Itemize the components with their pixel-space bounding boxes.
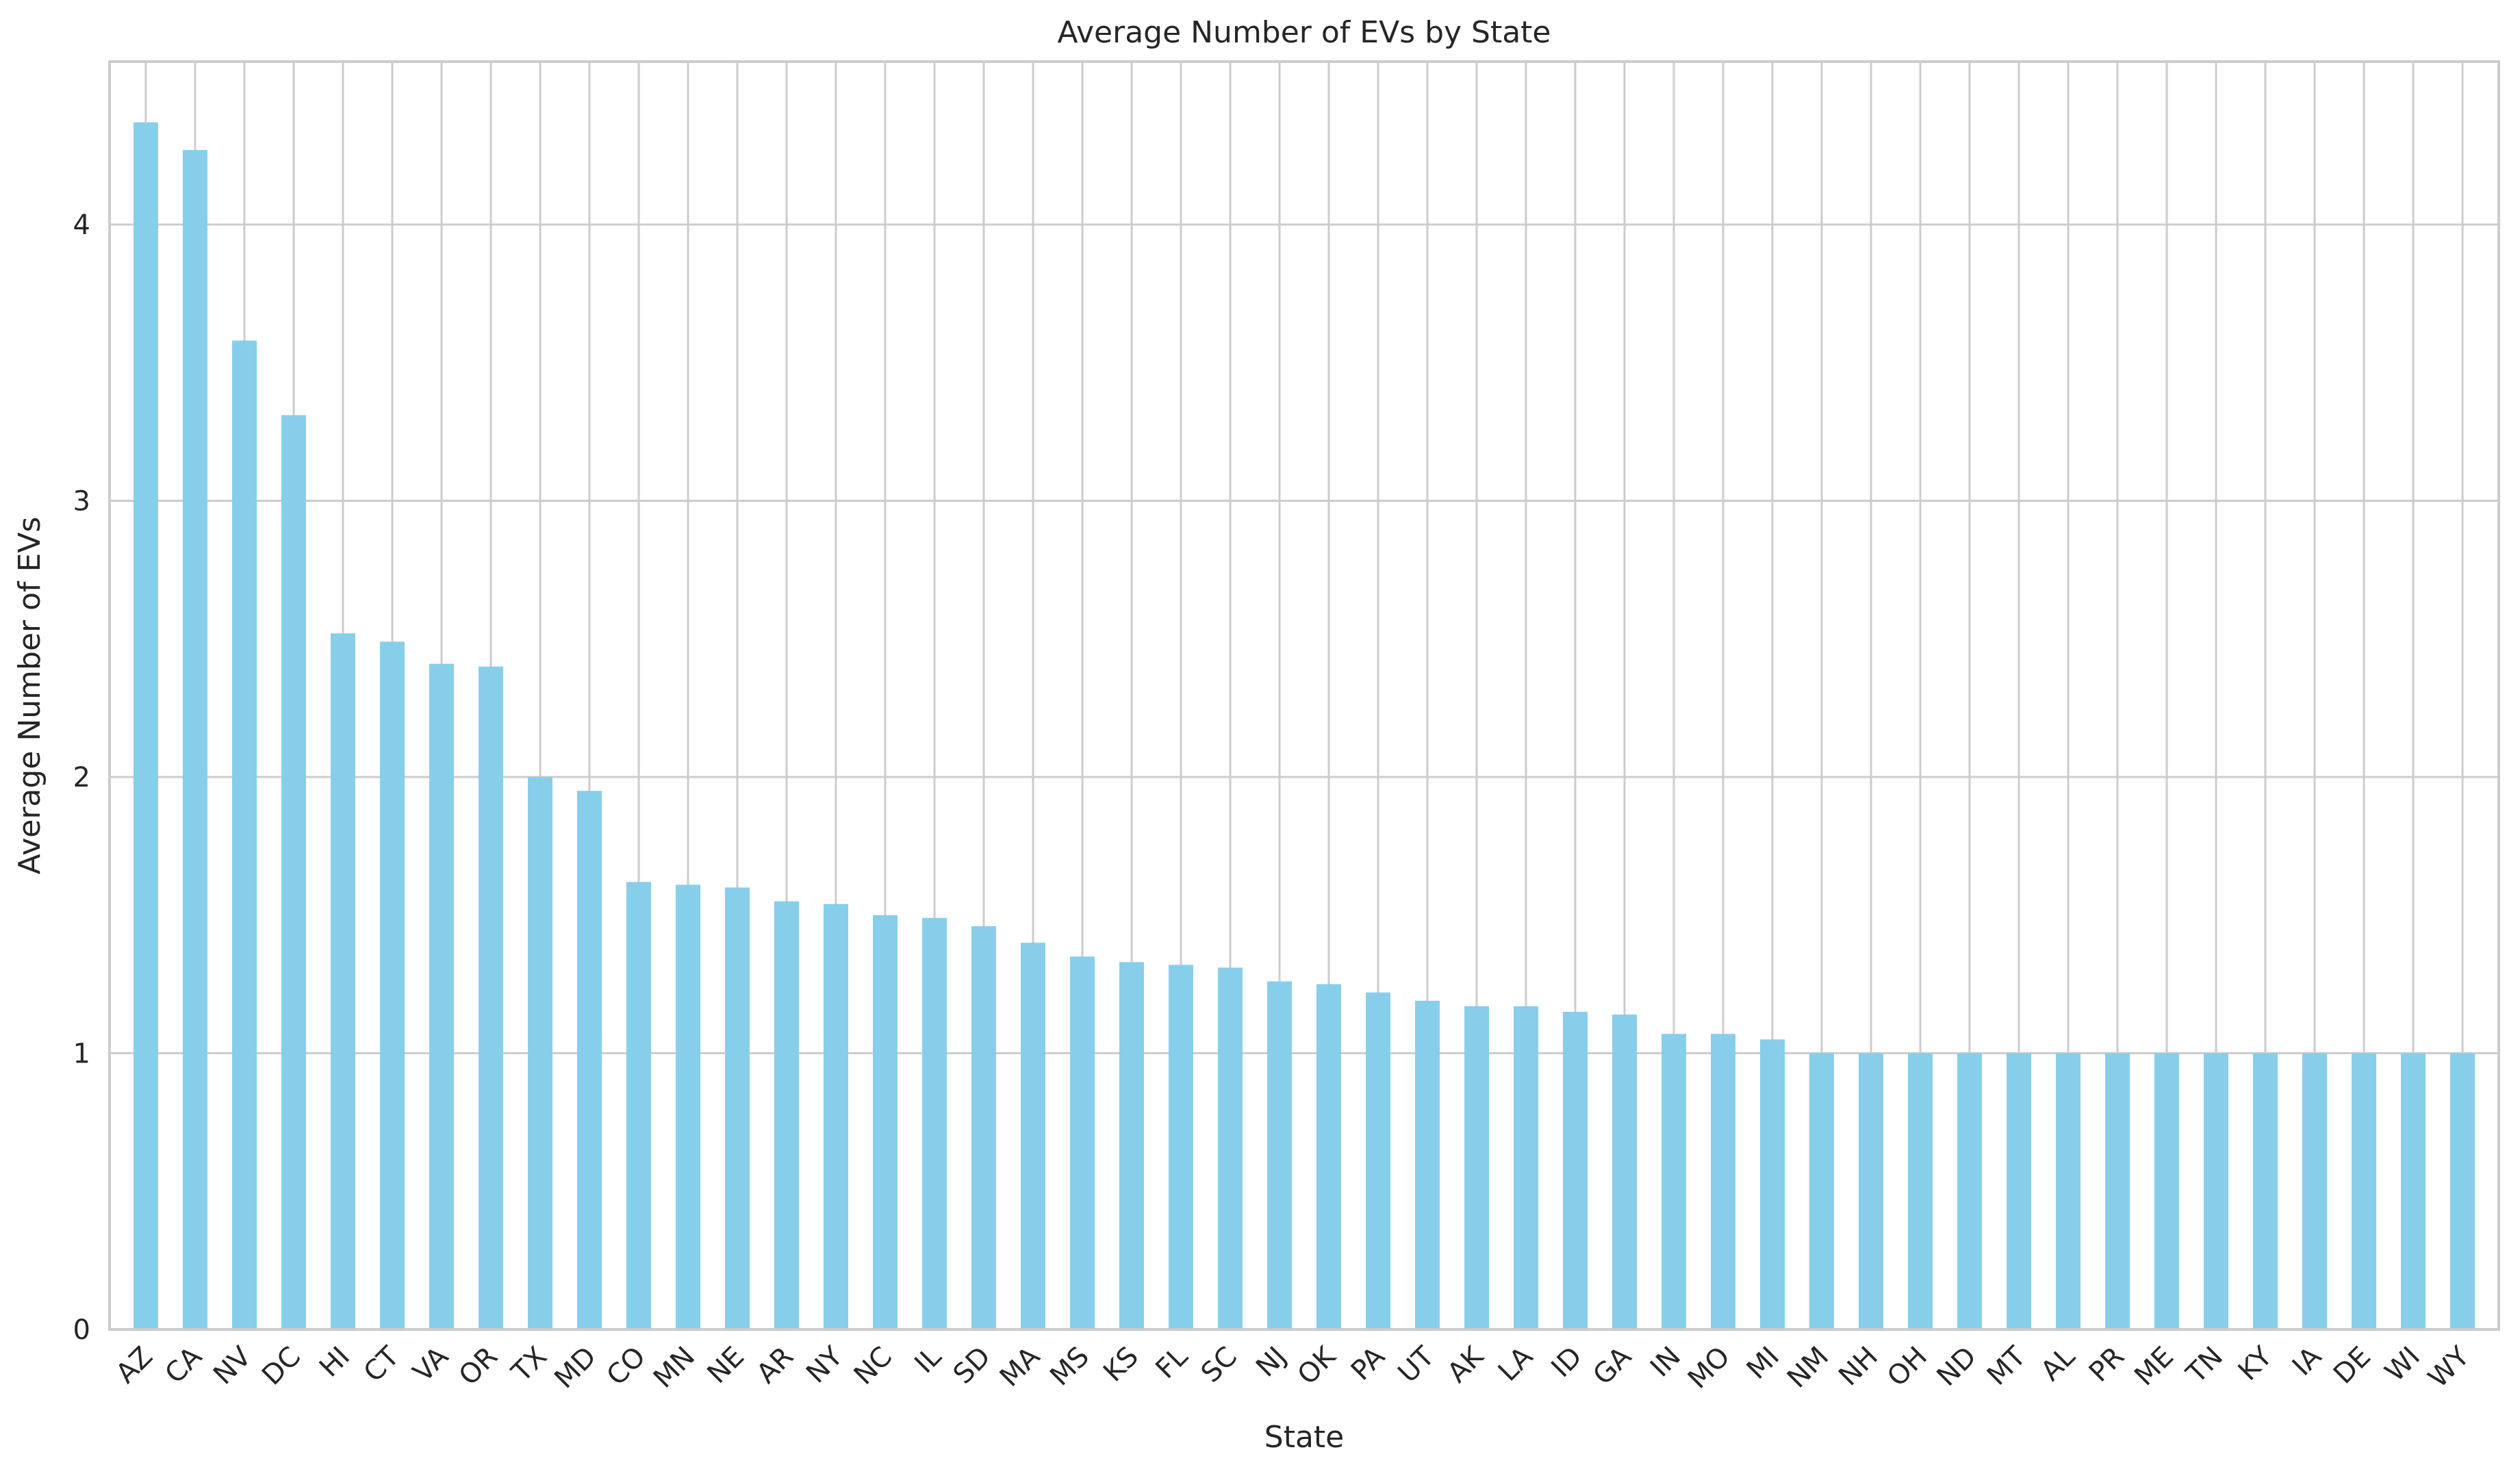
- bar-al: [2056, 1053, 2081, 1329]
- bar-ut: [1415, 1000, 1440, 1329]
- bar-pr: [2105, 1053, 2130, 1329]
- bar-sd: [971, 926, 996, 1329]
- bar-co: [626, 882, 651, 1329]
- y-tick-label: 3: [73, 486, 90, 518]
- bar-ak: [1464, 1006, 1490, 1329]
- bar-id: [1563, 1011, 1588, 1329]
- y-tick-label: 0: [73, 1314, 90, 1346]
- plot-frame: [108, 60, 2500, 1331]
- bar-ks: [1119, 962, 1144, 1329]
- bar-nd: [1957, 1053, 1983, 1329]
- bar-tn: [2204, 1053, 2229, 1329]
- bar-nv: [231, 340, 257, 1329]
- bar-nm: [1809, 1053, 1835, 1329]
- bar-il: [921, 917, 947, 1329]
- bar-dc: [281, 415, 306, 1329]
- bar-la: [1514, 1006, 1539, 1329]
- bar-ct: [379, 641, 405, 1329]
- chart-title: Average Number of EVs by State: [1057, 15, 1551, 50]
- bar-or: [478, 666, 503, 1329]
- y-tick-labels: 0 1 2 3 4: [73, 209, 90, 1346]
- y-tick-label: 1: [73, 1039, 90, 1070]
- bar-fl: [1168, 965, 1193, 1329]
- x-axis-label: State: [1264, 1420, 1344, 1455]
- bar-nc: [872, 915, 898, 1329]
- y-axis-label: Average Number of EVs: [12, 517, 47, 875]
- y-tick-label: 4: [73, 209, 90, 241]
- y-tick-label: 2: [73, 762, 90, 793]
- bar-ny: [823, 904, 848, 1329]
- bar-ky: [2253, 1053, 2278, 1329]
- bar-mn: [675, 884, 700, 1329]
- bar-oh: [1908, 1053, 1933, 1329]
- bar-pa: [1366, 992, 1391, 1329]
- bar-mt: [2007, 1053, 2032, 1329]
- bar-nj: [1267, 981, 1292, 1329]
- bar-ar: [774, 901, 799, 1329]
- bar-ca: [182, 150, 207, 1329]
- bar-va: [429, 663, 454, 1329]
- bar-md: [576, 791, 602, 1329]
- bar-in: [1662, 1034, 1687, 1329]
- bar-wy: [2450, 1053, 2476, 1329]
- bar-mo: [1711, 1034, 1736, 1329]
- bar-ok: [1316, 984, 1342, 1329]
- bar-mi: [1760, 1039, 1785, 1329]
- bar-ia: [2302, 1053, 2328, 1329]
- bar-me: [2154, 1053, 2180, 1329]
- bar-de: [2352, 1053, 2377, 1329]
- bars: [133, 122, 2476, 1330]
- bar-tx: [527, 777, 552, 1329]
- bar-ms: [1069, 956, 1095, 1329]
- bar-wi: [2401, 1053, 2426, 1329]
- bar-nh: [1859, 1053, 1884, 1329]
- bar-ga: [1612, 1015, 1638, 1329]
- bar-hi: [330, 633, 355, 1329]
- bar-ma: [1020, 943, 1045, 1329]
- bar-ne: [724, 887, 750, 1329]
- bar-az: [133, 122, 158, 1330]
- bar-sc: [1217, 967, 1243, 1329]
